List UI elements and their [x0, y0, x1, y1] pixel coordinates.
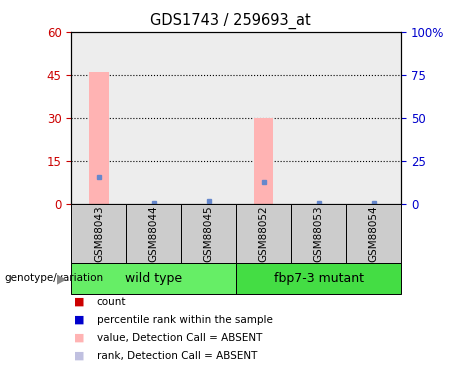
Text: GSM88045: GSM88045	[204, 205, 214, 262]
Text: wild type: wild type	[125, 272, 183, 285]
Text: GSM88043: GSM88043	[94, 205, 104, 262]
Bar	[236, 204, 291, 262]
Bar	[71, 204, 126, 262]
Bar	[346, 204, 401, 262]
Bar	[89, 72, 108, 204]
Bar	[126, 32, 181, 204]
Text: ■: ■	[74, 297, 84, 307]
Bar	[291, 204, 346, 262]
Bar	[254, 118, 273, 204]
Text: genotype/variation: genotype/variation	[5, 273, 104, 284]
Text: GSM88044: GSM88044	[149, 205, 159, 262]
Text: ■: ■	[74, 351, 84, 361]
Text: ▶: ▶	[58, 272, 67, 285]
Bar	[126, 204, 181, 262]
Text: value, Detection Call = ABSENT: value, Detection Call = ABSENT	[97, 333, 262, 343]
Bar	[346, 32, 401, 204]
Bar	[236, 263, 401, 294]
Text: GSM88053: GSM88053	[313, 205, 324, 262]
Text: GDS1743 / 259693_at: GDS1743 / 259693_at	[150, 13, 311, 29]
Text: ■: ■	[74, 315, 84, 325]
Text: count: count	[97, 297, 126, 307]
Text: GSM88054: GSM88054	[369, 205, 378, 262]
Text: percentile rank within the sample: percentile rank within the sample	[97, 315, 273, 325]
Bar	[181, 204, 236, 262]
Bar	[71, 32, 126, 204]
Text: GSM88052: GSM88052	[259, 205, 269, 262]
Text: rank, Detection Call = ABSENT: rank, Detection Call = ABSENT	[97, 351, 257, 361]
Bar	[181, 32, 236, 204]
Text: ■: ■	[74, 333, 84, 343]
Bar	[291, 32, 346, 204]
Bar	[71, 263, 236, 294]
Text: fbp7-3 mutant: fbp7-3 mutant	[274, 272, 364, 285]
Bar	[236, 32, 291, 204]
